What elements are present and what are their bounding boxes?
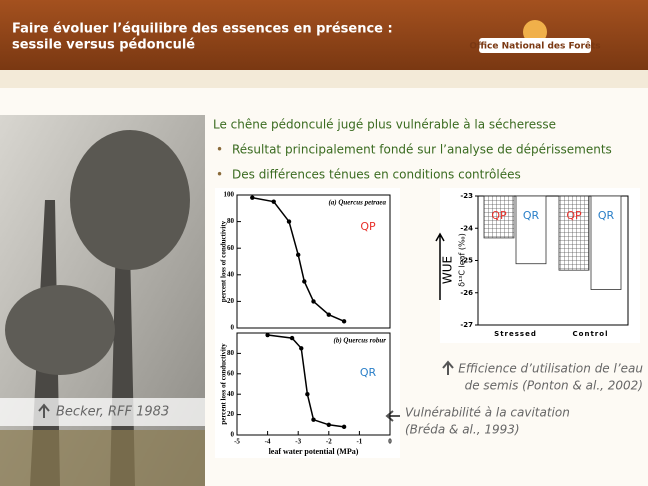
y-tick-label: -26	[460, 289, 473, 297]
caption: Vulnérabilité à la cavitation	[405, 406, 570, 420]
axis-arrow	[435, 232, 445, 300]
bar	[515, 195, 547, 265]
point	[326, 312, 331, 317]
plot-frame	[236, 332, 391, 436]
heading: Le chêne pédonculé jugé plus vulnérable …	[213, 118, 556, 132]
arrow-icon	[38, 403, 50, 418]
bar	[590, 195, 622, 290]
x-tick-label: -3	[295, 438, 301, 446]
photo-foliage	[5, 285, 115, 375]
y-tick-label: -25	[460, 257, 473, 265]
panel-label: (a) Quercus petraea	[328, 199, 386, 207]
point	[286, 219, 292, 224]
y-tick-label: 100	[224, 191, 235, 199]
x-tick-label: Control	[573, 330, 609, 338]
bullet: Résultat principalement fondé sur l’anal…	[232, 143, 612, 157]
header-shadow	[0, 70, 648, 88]
y-tick-label: 60	[227, 244, 235, 252]
y-axis-label: percent loss of conductivity	[220, 220, 228, 302]
x-tick-label: -4	[265, 438, 271, 446]
bar-label: QP	[491, 209, 507, 222]
caption: Efficience d’utilisation de l’eau	[458, 362, 643, 376]
y-tick-label: 0	[231, 324, 235, 332]
point	[302, 279, 307, 284]
annotation: QP	[360, 220, 376, 233]
arrow-icon	[442, 360, 454, 375]
point	[271, 199, 276, 204]
point	[305, 392, 310, 397]
x-tick-label: 0	[388, 438, 392, 446]
point	[326, 422, 331, 427]
y-tick-label: -27	[460, 321, 473, 329]
annotation: QR	[360, 366, 377, 379]
point	[311, 299, 316, 304]
logo-text: Office National des Forêts	[469, 41, 600, 52]
y-axis-label: percent loss of conductivity	[220, 343, 228, 425]
bar	[558, 195, 590, 271]
axis-note: WUE	[441, 256, 455, 284]
panel-label: (b) Quercus robur	[333, 337, 386, 345]
bullet-dot: •	[216, 168, 223, 182]
y-tick-label: 40	[227, 270, 235, 278]
x-tick-label: -2	[326, 438, 332, 446]
y-tick-label: 60	[227, 369, 235, 377]
y-tick-label: -24	[460, 224, 473, 232]
x-axis-label: leaf water potential (MPa)	[269, 447, 359, 456]
y-tick-label: 80	[227, 217, 235, 225]
y-tick-label: 0	[231, 431, 235, 439]
logo-box	[479, 38, 591, 53]
x-tick-label: Stressed	[494, 330, 537, 338]
bar-label: QP	[566, 209, 582, 222]
bar	[483, 195, 515, 239]
point	[341, 319, 347, 324]
y-tick-label: -23	[460, 192, 473, 200]
caption-bg	[0, 398, 205, 426]
point	[296, 252, 301, 258]
point	[311, 417, 316, 422]
cavitation-figure	[215, 188, 400, 458]
point	[289, 335, 295, 341]
curve	[252, 196, 345, 323]
x-tick-label: -1	[356, 438, 362, 446]
point	[250, 195, 255, 200]
title-line: Faire évoluer l’équilibre des essences e…	[12, 22, 393, 37]
point	[341, 424, 347, 430]
y-tick-label: 20	[227, 410, 235, 418]
title-line: sessile versus pédonculé	[12, 38, 195, 53]
y-tick-label: 20	[227, 297, 235, 305]
y-axis-label: δ¹³C leaf (‰)	[458, 233, 467, 287]
plot-frame	[236, 194, 391, 329]
caption: (Bréda & al., 1993)	[405, 423, 520, 437]
caption: de semis (Ponton & al., 2002)	[465, 379, 643, 393]
y-tick-label: 40	[227, 390, 235, 398]
bar-label: QR	[523, 209, 540, 222]
bullet-dot: •	[216, 143, 223, 157]
bullet: Des différences ténues en conditions con…	[232, 168, 521, 182]
point	[265, 332, 270, 338]
photo-ground	[0, 430, 205, 486]
x-tick-label: -5	[234, 438, 240, 446]
photo-foliage	[70, 130, 190, 270]
point	[299, 346, 304, 351]
photo-caption: Becker, RFF 1983	[56, 405, 169, 420]
bar-label: QR	[598, 209, 615, 222]
y-tick-label: 80	[227, 349, 235, 357]
